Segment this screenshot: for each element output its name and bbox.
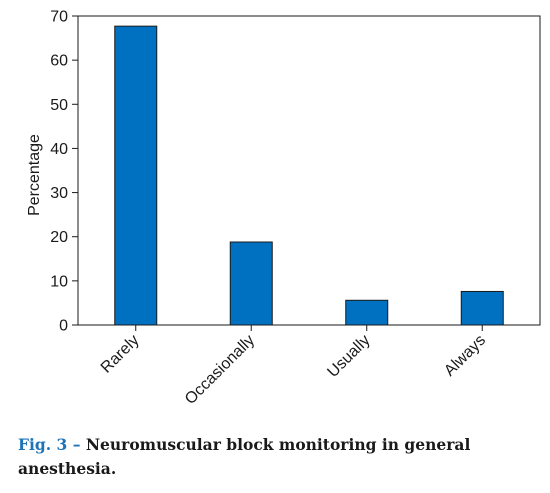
x-tick-label: Occasionally (182, 332, 258, 408)
bar-always (460, 290, 504, 326)
y-tick-label: 70 (50, 9, 68, 26)
bar-usually (345, 299, 389, 326)
y-tick-label: 0 (59, 318, 68, 335)
figure-label: Fig. 3 – (18, 435, 81, 454)
caption-text: Neuromuscular block monitoring in genera… (18, 435, 471, 478)
x-tick-label: Always (441, 332, 489, 380)
y-tick-label: 20 (50, 229, 68, 246)
plot-area: 0 10 20 30 40 50 60 70 Rarely Occasionally Usually… (50, 9, 541, 408)
y-tick-label: 50 (50, 97, 68, 114)
y-axis-label: Percentage (26, 134, 43, 216)
y-tick-label: 60 (50, 53, 68, 70)
y-tick-label: 40 (50, 141, 68, 158)
bar-rarely (114, 25, 158, 326)
x-tick-label: Usually (324, 332, 373, 381)
bar-chart: 0 10 20 30 40 50 60 70 Rarely Occasionally Usually… (26, 9, 541, 408)
y-tick-label: 30 (50, 185, 68, 202)
bar-occasionally (229, 241, 273, 326)
x-tick-label: Rarely (98, 332, 143, 377)
y-tick-label: 10 (50, 273, 68, 290)
plot-frame (77, 15, 541, 326)
figure-caption: Fig. 3 – Neuromuscular block monitoring … (18, 433, 518, 481)
